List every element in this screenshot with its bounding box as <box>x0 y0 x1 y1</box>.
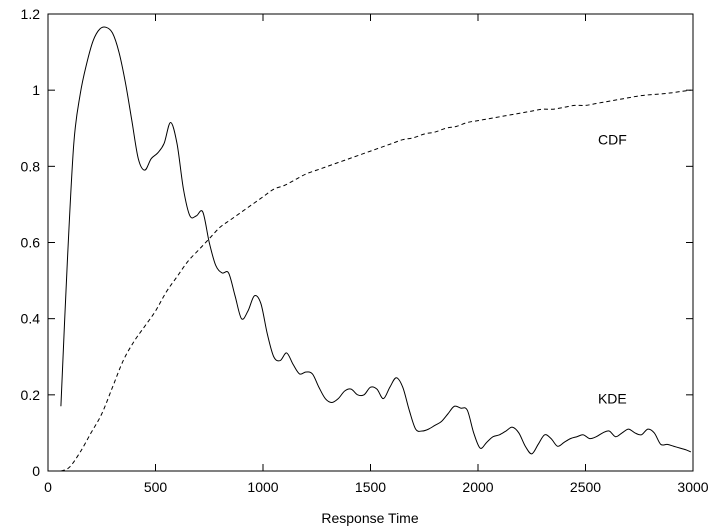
y-tick-label: 1.2 <box>21 6 41 22</box>
y-tick-label: 0.2 <box>21 387 41 403</box>
y-tick-label: 0 <box>32 463 40 479</box>
y-tick-label: 0.8 <box>21 158 41 174</box>
x-tick-label: 1000 <box>247 479 278 495</box>
x-tick-label: 1500 <box>355 479 386 495</box>
x-tick-label: 3000 <box>677 479 708 495</box>
axis-ticks <box>47 13 694 472</box>
axis-tick-labels: 0 500 1000 1500 2000 2500 3000 0 0.2 0.4 0.6 0.8 1 1.… <box>21 6 709 495</box>
x-tick-label: 2500 <box>570 479 601 495</box>
y-tick-label: 1 <box>32 82 40 98</box>
y-tick-label: 0.4 <box>21 311 41 327</box>
kde-line <box>60 26 692 455</box>
x-axis-title: Response Time <box>321 510 418 526</box>
x-tick-label: 0 <box>44 479 52 495</box>
series-group <box>60 26 692 472</box>
cdf-line <box>60 89 691 472</box>
y-tick-label: 0.6 <box>21 235 41 251</box>
x-tick-label: 2000 <box>462 479 493 495</box>
kde-label: KDE <box>598 391 627 407</box>
plot-area <box>47 13 694 472</box>
series-annotations: CDF KDE <box>598 132 627 407</box>
x-tick-label: 500 <box>144 479 168 495</box>
cdf-label: CDF <box>598 132 627 148</box>
